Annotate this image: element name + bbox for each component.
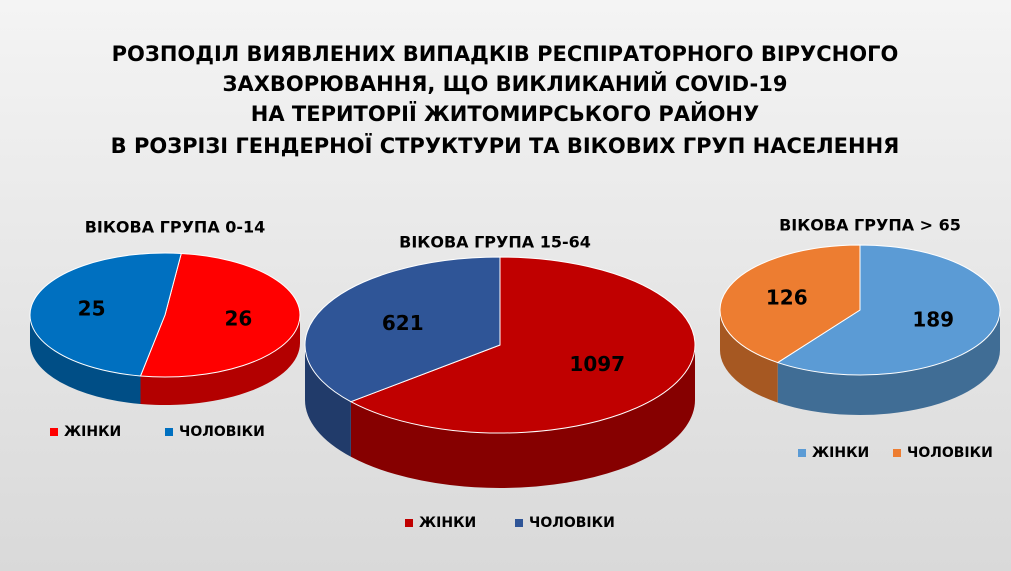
pie-slice-side: [777, 310, 1000, 415]
pie-slice: [304, 256, 501, 403]
legend-swatch: [50, 428, 58, 436]
legend-swatch: [165, 428, 173, 436]
data-label: 25: [78, 296, 106, 320]
data-label: 621: [382, 311, 424, 335]
legend-label: ЧОЛОВІКИ: [529, 515, 615, 531]
data-label: 126: [766, 285, 808, 309]
legend-swatch: [515, 519, 523, 527]
legend-label: ЖІНКИ: [64, 424, 121, 440]
pie-slice-side: [140, 315, 300, 405]
title-line: РОЗПОДІЛ ВИЯВЛЕНИХ ВИПАДКІВ РЕСПІРАТОРНО…: [112, 42, 899, 66]
pie-slice-side: [305, 345, 351, 457]
pie-slice-side: [350, 345, 695, 488]
legend-label: ЖІНКИ: [419, 515, 476, 531]
data-label: 189: [912, 308, 954, 332]
pie-slice-side: [720, 310, 778, 403]
data-label: 1097: [569, 352, 625, 376]
title-line: В РОЗРІЗІ ГЕНДЕРНОЇ СТРУКТУРИ ТА ВІКОВИХ…: [111, 133, 900, 158]
legend-swatch: [405, 519, 413, 527]
pie-slice: [776, 244, 1001, 376]
pie-slice: [139, 252, 301, 378]
pie-title: ВІКОВА ГРУПА 15-64: [399, 233, 591, 252]
pie-slice-side: [30, 315, 141, 404]
legend-label: ЧОЛОВІКИ: [179, 424, 265, 440]
pie-slice: [719, 244, 861, 364]
title-line: ЗАХВОРЮВАННЯ, ЩО ВИКЛИКАНИЙ COVID-19: [223, 71, 788, 96]
pie-slice: [29, 252, 182, 377]
title-line: НА ТЕРИТОРІЇ ЖИТОМИРСЬКОГО РАЙОНУ: [251, 101, 759, 126]
legend-swatch: [798, 449, 806, 457]
legend-swatch: [893, 449, 901, 457]
pie-title: ВІКОВА ГРУПА > 65: [779, 216, 961, 235]
data-label: 26: [224, 307, 252, 331]
pie-title: ВІКОВА ГРУПА 0-14: [85, 218, 266, 237]
legend-label: ЧОЛОВІКИ: [907, 445, 993, 461]
legend-label: ЖІНКИ: [812, 445, 869, 461]
pie-slice: [349, 256, 696, 434]
